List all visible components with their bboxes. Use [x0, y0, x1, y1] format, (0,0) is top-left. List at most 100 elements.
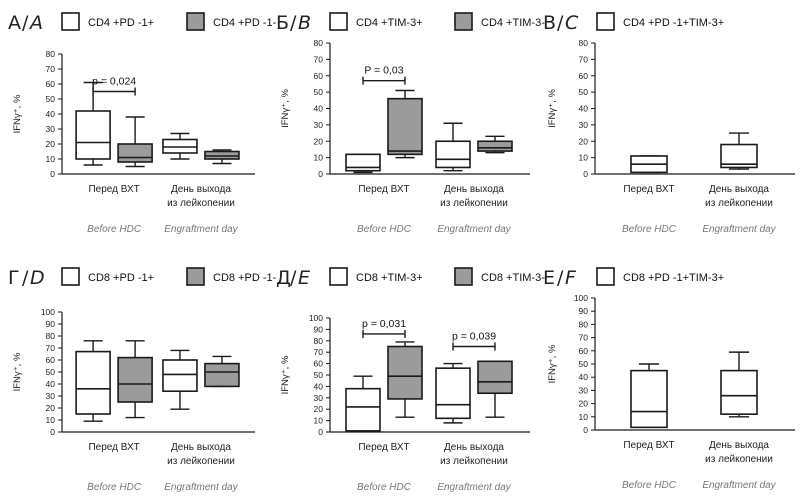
box-2-1: [117, 340, 153, 419]
x-category-label: Перед ВХТ: [88, 184, 139, 195]
y-axis-label: IFNγ⁺, %: [280, 355, 291, 394]
x-category-english: Engraftment day: [702, 224, 776, 235]
box-iqr: [435, 140, 471, 169]
x-category-english: Engraftment day: [702, 480, 776, 491]
x-category-label: День выхода: [171, 442, 231, 453]
panel-letter-slash: /: [22, 12, 29, 34]
y-tick-label: 10: [46, 415, 56, 425]
p-value-label: P = 0,03: [364, 65, 403, 77]
y-tick-label: 100: [41, 307, 55, 317]
legend-swatch: [454, 267, 473, 286]
y-tick-label: 100: [309, 313, 323, 323]
y-axis-label: IFNγ⁺, %: [547, 344, 558, 383]
y-tick-label: 10: [579, 412, 589, 422]
x-category-label: из лейкопении: [167, 456, 235, 467]
box-iqr: [720, 143, 758, 169]
y-tick-label: 80: [46, 331, 56, 341]
x-category-english: Engraftment day: [437, 224, 511, 235]
y-tick-label: 0: [318, 427, 323, 437]
panel-letter-cyrillic: Г: [8, 267, 20, 289]
y-tick-label: 10: [579, 153, 589, 163]
panel-letter-cyrillic: В: [543, 12, 556, 34]
panel-d: Г / D CD8 +PD -1+ CD8 +PD -1- 0 10 20 30 40 50 60 70…: [8, 267, 277, 493]
y-axis-label: IFNγ⁺, %: [12, 94, 23, 133]
box-1-1: [75, 81, 111, 166]
y-tick-label: 80: [579, 38, 589, 48]
y-tick-label: 50: [579, 359, 589, 369]
y-tick-label: 70: [46, 343, 56, 353]
y-tick-label: 20: [314, 136, 324, 146]
panel-letter-slash: /: [290, 267, 297, 289]
x-category-english: Before HDC: [357, 224, 412, 235]
x-category-english: Before HDC: [357, 482, 412, 493]
x-category-label: Перед ВХТ: [88, 442, 139, 453]
panel-letter-slash: /: [22, 267, 29, 289]
legend-swatch: [596, 267, 615, 286]
panel-letter-latin: F: [565, 267, 577, 289]
x-category-english: Engraftment day: [164, 482, 238, 493]
box-1-2: [720, 132, 758, 170]
box-1-2: [162, 132, 198, 160]
y-tick-label: 80: [314, 38, 324, 48]
box-iqr: [477, 140, 513, 152]
y-tick-label: 70: [579, 54, 589, 64]
legend-swatch: [454, 12, 473, 31]
y-tick-label: 30: [579, 385, 589, 395]
x-category-label: Перед ВХТ: [623, 440, 674, 451]
box-iqr: [435, 367, 471, 420]
panel-letter-latin: C: [565, 12, 579, 34]
box-1-2: [162, 349, 198, 410]
y-tick-label: 20: [579, 136, 589, 146]
box-iqr: [345, 387, 381, 432]
x-category-label: из лейкопении: [705, 454, 773, 465]
legend-label: CD4 +PD -1-: [213, 17, 277, 29]
y-tick-label: 60: [314, 71, 324, 81]
x-category-label: из лейкопении: [705, 198, 773, 209]
box-1-1: [345, 375, 381, 432]
x-category-label: День выхода: [709, 184, 769, 195]
panel-f: Е / F CD8 +PD -1+TIM-3+ 0 10 20 30 40 50 60 70 80 90 1…: [543, 267, 795, 491]
y-tick-label: 20: [579, 399, 589, 409]
box-1-1: [630, 363, 668, 429]
y-tick-label: 40: [314, 104, 324, 114]
box-1-2: [435, 362, 471, 424]
legend-swatch: [61, 12, 80, 31]
y-tick-label: 70: [314, 54, 324, 64]
y-tick-label: 50: [46, 367, 56, 377]
legend-label: CD4 +TIM-3-: [481, 17, 545, 29]
y-tick-label: 0: [50, 427, 55, 437]
box-iqr: [720, 369, 758, 415]
y-tick-label: 40: [579, 372, 589, 382]
x-category-label: День выхода: [444, 442, 504, 453]
y-tick-label: 60: [579, 71, 589, 81]
panel-letter-latin: D: [30, 267, 45, 289]
y-tick-label: 40: [314, 381, 324, 391]
x-category-label: День выхода: [709, 440, 769, 451]
legend-swatch: [329, 267, 348, 286]
panel-a: А / A CD4 +PD -1+ CD4 +PD -1- 0 10 20 30 40 50 60 70…: [8, 12, 277, 235]
box-iqr: [117, 143, 153, 163]
y-tick-label: 50: [314, 87, 324, 97]
x-category-english: Engraftment day: [164, 224, 238, 235]
box-iqr: [345, 153, 381, 172]
y-tick-label: 30: [314, 120, 324, 130]
box-iqr: [477, 360, 513, 395]
panel-b: Б / B CD4 +TIM-3+ CD4 +TIM-3- 0 10 20 30 40 50 60 70…: [276, 12, 545, 235]
box-iqr: [387, 97, 423, 156]
legend-label: CD8 +PD -1-: [213, 272, 277, 284]
y-tick-label: 0: [583, 425, 588, 435]
x-category-label: Перед ВХТ: [623, 184, 674, 195]
x-category-english: Before HDC: [622, 480, 677, 491]
y-tick-label: 30: [46, 124, 56, 134]
box-2-1: [387, 341, 423, 418]
x-category-label: из лейкопении: [167, 198, 235, 209]
y-tick-label: 50: [579, 87, 589, 97]
y-axis-label: IFNγ⁺, %: [280, 89, 291, 128]
legend-label: CD4 +PD -1+: [88, 17, 154, 29]
y-tick-label: 20: [314, 404, 324, 414]
y-tick-label: 80: [579, 319, 589, 329]
panel-letter-slash: /: [557, 267, 564, 289]
box-iqr: [204, 362, 240, 388]
x-category-english: Before HDC: [622, 224, 677, 235]
